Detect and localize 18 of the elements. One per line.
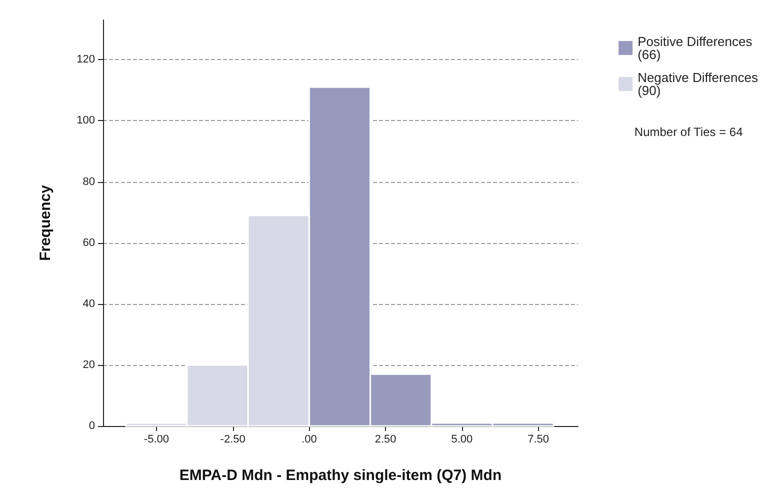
legend-label: Positive Differences (66) — [638, 34, 753, 62]
x-tick-label: 7.50 — [528, 434, 549, 446]
legend-label: Negative Differences (90) — [638, 70, 758, 98]
x-tick-label: -5.00 — [144, 434, 169, 446]
x-tick-label: 2.50 — [374, 434, 396, 446]
x-axis-title: EMPA-D Mdn - Empathy single-item (Q7) Mdn — [179, 467, 502, 484]
y-tick-label: 120 — [76, 54, 95, 66]
y-tick-label: 0 — [88, 420, 95, 432]
y-tick-label: 20 — [82, 358, 95, 371]
x-tick-label: .00 — [302, 434, 317, 446]
x-tick-label: 5.00 — [451, 434, 473, 446]
y-tick-label: 40 — [82, 298, 95, 310]
y-axis-title: Frequency — [37, 184, 54, 261]
x-tick-label: -2.50 — [220, 434, 246, 446]
y-tick-label: 60 — [82, 236, 95, 249]
y-tick-label: 80 — [82, 176, 95, 188]
text: Number of Ties = 64 — [634, 125, 744, 139]
y-tick-label: 100 — [76, 114, 95, 127]
